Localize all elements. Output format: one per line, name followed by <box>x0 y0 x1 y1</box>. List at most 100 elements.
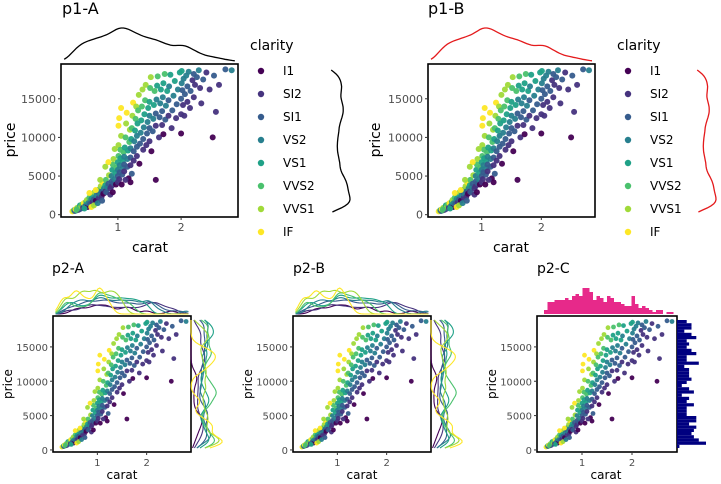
data-point <box>123 350 128 355</box>
data-point <box>604 382 610 388</box>
data-point <box>379 328 385 334</box>
data-point <box>510 148 517 155</box>
data-point <box>135 107 142 114</box>
marginal-hist-bar-y <box>677 444 680 448</box>
marginal-hist-bar-y <box>677 368 690 372</box>
data-point <box>398 319 403 324</box>
x-axis-label: carat <box>132 240 169 256</box>
y-tick-label: 10000 <box>16 377 48 388</box>
data-point <box>389 347 394 353</box>
marginal-hist-bar-x <box>572 296 576 314</box>
data-point <box>604 347 610 353</box>
data-point <box>187 88 194 94</box>
data-point <box>68 442 74 447</box>
data-point <box>570 416 575 422</box>
y-tick-label: 10000 <box>256 377 288 388</box>
data-point <box>91 398 97 403</box>
data-point <box>354 336 359 342</box>
data-point <box>150 102 157 108</box>
data-point <box>629 375 635 381</box>
data-point <box>139 86 146 93</box>
data-point <box>100 378 106 384</box>
data-point <box>117 375 123 381</box>
data-point <box>609 368 615 374</box>
data-point <box>124 368 130 374</box>
data-point <box>599 336 604 342</box>
y-tick-label: 5000 <box>23 412 48 423</box>
data-point <box>512 102 519 108</box>
data-point <box>178 130 185 137</box>
data-point <box>514 176 521 183</box>
data-point <box>345 411 351 416</box>
data-point <box>582 352 587 358</box>
data-point <box>597 384 602 390</box>
data-point <box>140 124 147 131</box>
legend-label: VVS2 <box>283 179 315 193</box>
marginal-hist-bar-y <box>677 432 692 436</box>
data-point <box>92 187 99 193</box>
data-point <box>632 359 637 365</box>
data-point <box>187 105 193 111</box>
data-point <box>664 318 670 324</box>
data-point <box>645 348 651 354</box>
data-point <box>372 350 378 356</box>
plot-title: p2-C <box>537 261 570 277</box>
data-point <box>340 378 346 384</box>
marginal-hist-bar-x <box>551 302 555 314</box>
data-point <box>362 362 368 368</box>
data-point <box>500 117 507 124</box>
marginal-hist-bar-y <box>677 393 682 397</box>
data-point <box>649 321 655 326</box>
data-point <box>125 345 130 350</box>
marginal-x-top <box>295 287 429 315</box>
y-tick-label: 5000 <box>263 412 288 423</box>
data-point <box>113 363 118 369</box>
data-point <box>368 336 374 342</box>
y-tick-label: 5000 <box>28 170 56 183</box>
data-point <box>638 328 644 333</box>
data-point <box>401 327 407 333</box>
data-point <box>501 86 508 93</box>
data-point <box>526 112 533 119</box>
y-tick-label: 0 <box>282 446 288 457</box>
data-point <box>572 400 577 406</box>
data-point <box>171 356 177 361</box>
y-tick-label: 0 <box>416 209 423 222</box>
data-point <box>350 366 355 372</box>
data-point <box>609 357 615 363</box>
marginal-hist-bar-y <box>677 352 697 356</box>
data-point <box>110 156 117 162</box>
data-point <box>355 369 360 375</box>
data-point <box>369 367 375 373</box>
data-point <box>349 377 355 383</box>
data-point <box>451 190 458 196</box>
data-point <box>502 146 509 153</box>
marginal-hist-bar-x <box>554 300 558 314</box>
x-axis-label: carat <box>493 240 530 256</box>
data-point <box>130 148 137 155</box>
data-point <box>652 336 657 342</box>
y-tick-labels: 0 5000 10000 15000 <box>388 93 428 222</box>
legend-label: VS1 <box>283 156 306 170</box>
data-point <box>132 350 138 356</box>
data-point <box>544 98 551 105</box>
marginal-hist-bar-y <box>677 339 687 343</box>
data-point <box>154 73 161 80</box>
data-point <box>615 330 621 336</box>
data-point <box>168 378 174 384</box>
data-point <box>624 328 630 334</box>
y-tick-labels: 0 5000 10000 15000 <box>16 343 53 457</box>
legend-key <box>257 136 265 144</box>
data-point <box>491 170 498 177</box>
data-point <box>447 205 454 212</box>
data-point <box>108 362 114 368</box>
marginal-y-right <box>330 69 351 213</box>
data-point <box>325 405 330 410</box>
data-point <box>124 357 130 363</box>
y-tick-labels: 0 5000 10000 15000 <box>256 343 293 457</box>
data-point <box>406 336 412 342</box>
data-point <box>359 359 365 365</box>
data-point <box>206 86 213 93</box>
